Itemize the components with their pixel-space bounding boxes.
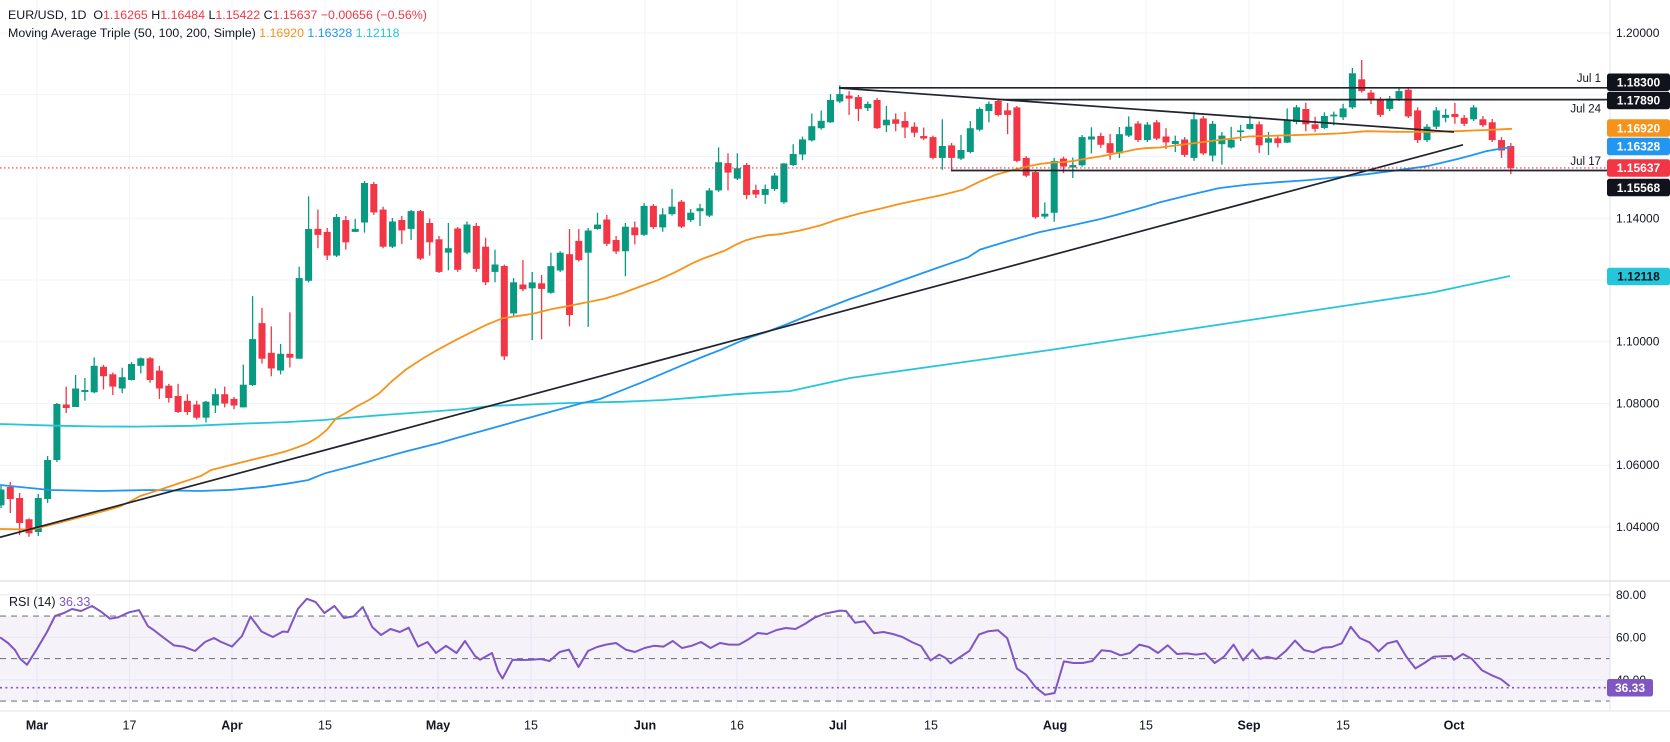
svg-text:60.00: 60.00 (1616, 630, 1646, 644)
svg-text:36.33: 36.33 (1615, 681, 1645, 695)
svg-text:Mar: Mar (26, 719, 48, 733)
svg-text:16: 16 (730, 719, 744, 733)
svg-text:1.20000: 1.20000 (1616, 26, 1660, 40)
svg-text:Jul 1: Jul 1 (1577, 73, 1601, 85)
svg-text:1.15637: 1.15637 (1617, 161, 1661, 175)
svg-text:15: 15 (924, 719, 938, 733)
svg-text:1.04000: 1.04000 (1616, 520, 1660, 534)
svg-text:1.06000: 1.06000 (1616, 458, 1660, 472)
svg-text:15: 15 (1336, 719, 1350, 733)
svg-text:Jul 24: Jul 24 (1570, 104, 1601, 116)
svg-text:Jun: Jun (634, 719, 656, 733)
svg-text:EUR/USD, 1D O1.16265 H1.16484: EUR/USD, 1D O1.16265 H1.16484 L1.15422 C… (8, 8, 427, 22)
svg-text:Apr: Apr (221, 719, 243, 733)
svg-text:15: 15 (1139, 719, 1153, 733)
svg-text:15: 15 (524, 719, 538, 733)
svg-text:17: 17 (123, 719, 137, 733)
svg-text:1.12118: 1.12118 (1617, 270, 1660, 284)
svg-text:1.18300: 1.18300 (1617, 75, 1661, 89)
svg-text:1.16328: 1.16328 (1617, 140, 1661, 154)
svg-text:1.08000: 1.08000 (1616, 397, 1660, 411)
svg-text:Aug: Aug (1043, 719, 1067, 733)
svg-text:Oct: Oct (1444, 719, 1466, 733)
svg-text:1.15568: 1.15568 (1617, 181, 1661, 195)
svg-text:1.17890: 1.17890 (1617, 94, 1661, 108)
svg-text:Jul: Jul (829, 719, 847, 733)
svg-text:15: 15 (318, 719, 332, 733)
svg-text:1.10000: 1.10000 (1616, 335, 1660, 349)
svg-text:1.16920: 1.16920 (1617, 121, 1661, 135)
svg-text:Moving Average Triple (50, 100: Moving Average Triple (50, 100, 200, Sim… (8, 26, 400, 40)
svg-text:May: May (426, 719, 450, 733)
svg-text:Jul 17: Jul 17 (1570, 156, 1601, 168)
svg-text:Sep: Sep (1238, 719, 1261, 733)
svg-text:80.00: 80.00 (1616, 588, 1646, 602)
svg-text:RSI (14) 36.33: RSI (14) 36.33 (9, 595, 90, 609)
svg-text:1.14000: 1.14000 (1616, 211, 1660, 225)
